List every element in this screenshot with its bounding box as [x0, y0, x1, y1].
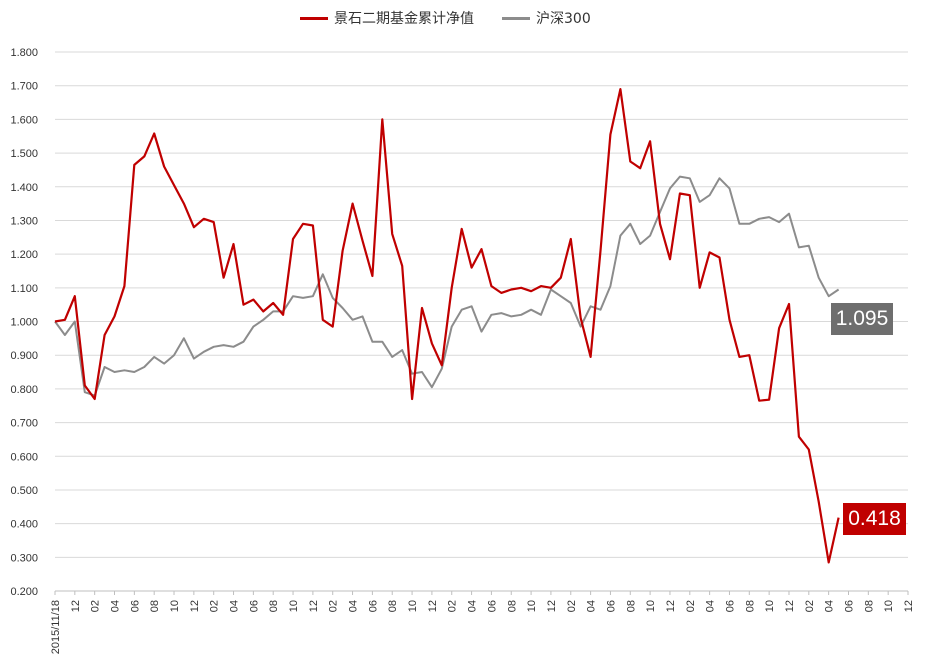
- x-tick-label: 10: [764, 600, 776, 612]
- x-tick-label: 12: [189, 600, 201, 612]
- legend-swatch-index: [502, 16, 530, 20]
- x-tick-label: 12: [546, 600, 558, 612]
- x-tick-label: 12: [665, 600, 677, 612]
- x-tick-label: 12: [70, 600, 82, 612]
- x-tick-label: 08: [149, 600, 161, 612]
- x-tick-label: 10: [169, 600, 181, 612]
- x-tick-label: 12: [784, 600, 796, 612]
- x-tick-label: 08: [744, 600, 756, 612]
- x-tick-label: 10: [645, 600, 657, 612]
- x-tick-label: 12: [427, 600, 439, 612]
- y-tick-label: 1.400: [10, 182, 38, 194]
- y-tick-label: 1.500: [10, 148, 38, 160]
- x-tick-label: 06: [129, 600, 141, 612]
- x-tick-label: 02: [447, 600, 459, 612]
- x-tick-label: 02: [328, 600, 340, 612]
- x-tick-label: 2015/11/18: [50, 600, 62, 654]
- y-tick-label: 1.800: [10, 47, 38, 59]
- legend-label-fund: 景石二期基金累计净值: [334, 11, 474, 27]
- x-tick-label: 04: [705, 600, 717, 612]
- legend-item-fund: 景石二期基金累计净值: [300, 8, 474, 28]
- y-tick-label: 1.600: [10, 114, 38, 126]
- chart-legend: 景石二期基金累计净值 沪深300: [300, 6, 619, 30]
- series-line-index: [54, 175, 840, 397]
- legend-label-index: 沪深300: [536, 11, 591, 27]
- x-tick-label: 04: [110, 600, 122, 612]
- y-tick-label: 0.900: [10, 350, 38, 362]
- series-line-fund: [54, 87, 840, 564]
- index-last-value-badge: 1.095: [831, 303, 893, 335]
- x-tick-label: 10: [883, 600, 895, 612]
- y-tick-label: 0.700: [10, 418, 38, 430]
- y-tick-label: 1.100: [10, 283, 38, 295]
- x-tick-label: 04: [824, 600, 836, 612]
- x-tick-label: 06: [486, 600, 498, 612]
- y-tick-label: 1.200: [10, 249, 38, 261]
- legend-swatch-fund: [300, 16, 328, 20]
- legend-item-index: 沪深300: [502, 8, 591, 28]
- x-tick-label: 02: [804, 600, 816, 612]
- x-tick-label: 02: [566, 600, 578, 612]
- x-tick-label: 02: [685, 600, 697, 612]
- y-tick-label: 1.300: [10, 215, 38, 227]
- y-tick-label: 0.500: [10, 485, 38, 497]
- y-tick-label: 1.700: [10, 81, 38, 93]
- y-tick-label: 0.800: [10, 384, 38, 396]
- x-tick-label: 08: [863, 600, 875, 612]
- x-tick-label: 12: [903, 600, 915, 612]
- x-tick-label: 06: [248, 600, 260, 612]
- x-tick-label: 08: [268, 600, 280, 612]
- x-tick-label: 10: [407, 600, 419, 612]
- x-tick-label: 08: [506, 600, 518, 612]
- y-tick-label: 0.200: [10, 586, 38, 598]
- y-tick-label: 0.400: [10, 519, 38, 531]
- x-tick-label: 10: [288, 600, 300, 612]
- fund-last-value-badge: 0.418: [843, 503, 906, 535]
- x-tick-label: 04: [586, 600, 598, 612]
- x-tick-label: 04: [229, 600, 241, 612]
- y-tick-label: 0.300: [10, 552, 38, 564]
- y-tick-label: 0.600: [10, 451, 38, 463]
- x-tick-label: 04: [467, 600, 479, 612]
- x-tick-label: 12: [308, 600, 320, 612]
- x-tick-label: 06: [605, 600, 617, 612]
- x-tick-label: 08: [625, 600, 637, 612]
- x-tick-label: 06: [843, 600, 855, 612]
- x-tick-label: 04: [348, 600, 360, 612]
- x-tick-label: 02: [209, 600, 221, 612]
- x-tick-label: 06: [724, 600, 736, 612]
- x-tick-label: 10: [526, 600, 538, 612]
- x-tick-label: 06: [367, 600, 379, 612]
- x-tick-label: 08: [387, 600, 399, 612]
- y-tick-label: 1.000: [10, 317, 38, 329]
- x-tick-label: 02: [90, 600, 102, 612]
